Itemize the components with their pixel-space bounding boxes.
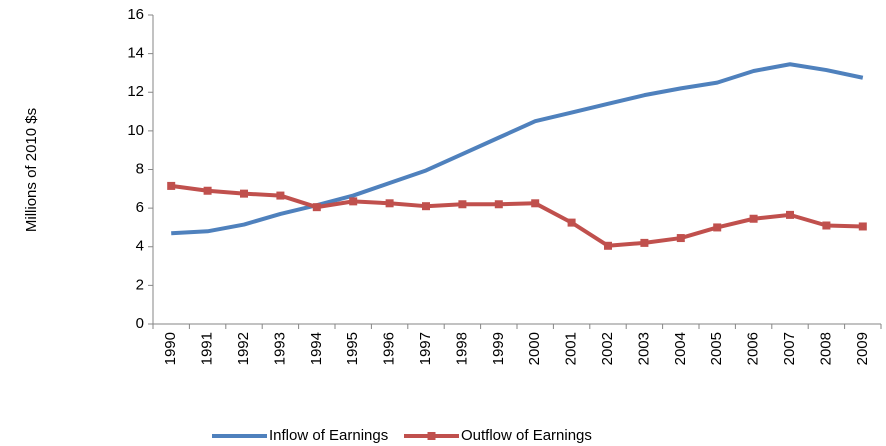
y-tick-label: 16: [127, 6, 144, 23]
x-tick-label: 2008: [817, 332, 834, 365]
x-tick-label: 1990: [162, 332, 179, 365]
y-tick-label: 0: [136, 315, 144, 332]
x-tick-label: 1994: [308, 332, 325, 365]
y-tick-label: 6: [136, 199, 144, 216]
data-point: [167, 181, 176, 190]
x-tick-label: 1991: [199, 332, 216, 365]
x-tick-label: 2000: [526, 332, 543, 365]
y-tick-label: 10: [127, 122, 144, 139]
x-tick-label: 1999: [490, 332, 507, 365]
data-point: [385, 199, 394, 208]
legend-marker: [427, 432, 436, 440]
data-point: [349, 197, 358, 206]
x-tick-label: 2009: [854, 332, 871, 365]
x-tick-label: 1993: [271, 332, 288, 365]
x-tick-label: 2006: [745, 332, 762, 365]
x-tick-label: 1996: [381, 332, 398, 365]
data-point: [786, 210, 794, 219]
x-tick-label: 2001: [563, 332, 580, 365]
data-point: [240, 189, 248, 198]
data-point: [822, 221, 831, 230]
y-tick-label: 4: [136, 238, 144, 255]
x-tick-label: 1995: [344, 332, 361, 365]
y-axis-label: Millions of 2010 $s: [23, 108, 40, 232]
data-point: [604, 241, 612, 250]
data-point: [567, 218, 576, 227]
legend-label: Inflow of Earnings: [269, 427, 388, 444]
data-point: [494, 200, 503, 209]
series-line: [171, 62, 864, 236]
x-tick-label: 1998: [453, 332, 470, 365]
data-point: [749, 214, 758, 223]
x-tick-label: 2007: [781, 332, 798, 365]
x-tick-label: 2002: [599, 332, 616, 365]
data-point: [713, 223, 722, 232]
x-tick-label: 2005: [708, 332, 725, 365]
data-point: [858, 222, 867, 231]
y-tick-label: 12: [127, 83, 144, 100]
legend-label: Outflow of Earnings: [461, 427, 592, 444]
series-line: [170, 183, 863, 248]
data-point: [531, 199, 540, 208]
y-tick-label: 2: [136, 276, 144, 293]
y-tick-label: 14: [127, 45, 144, 62]
x-tick-label: 1992: [235, 332, 252, 365]
data-point: [676, 234, 685, 243]
data-point: [422, 202, 430, 211]
x-tick-label: 2004: [672, 332, 689, 365]
x-tick-label: 2003: [635, 332, 652, 365]
x-tick-label: 1997: [417, 332, 434, 365]
data-point: [312, 203, 321, 212]
data-point: [276, 191, 285, 200]
y-tick-label: 8: [136, 160, 144, 177]
data-point: [458, 200, 467, 209]
data-point: [640, 238, 649, 247]
data-point: [203, 186, 212, 195]
